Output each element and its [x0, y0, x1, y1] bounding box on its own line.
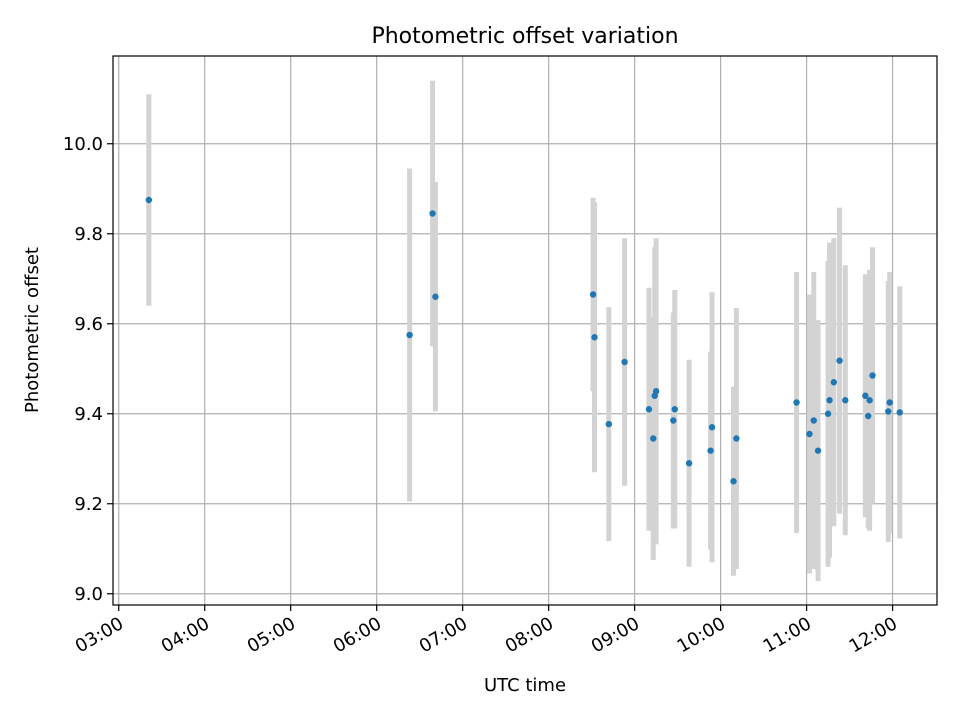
y-tick-label: 9.8 — [74, 224, 103, 245]
data-point — [429, 210, 436, 217]
data-point — [730, 478, 737, 485]
data-point — [685, 460, 693, 467]
data-point — [896, 409, 903, 416]
data-point — [842, 397, 849, 404]
data-point — [810, 417, 817, 424]
data-point — [591, 334, 598, 341]
data-point — [621, 358, 628, 366]
data-point — [824, 410, 832, 417]
y-axis-label: Photometric offset — [22, 247, 43, 413]
data-point — [589, 291, 597, 298]
data-point — [885, 408, 892, 415]
data-point — [605, 420, 613, 428]
data-point — [708, 424, 716, 431]
data-point — [406, 331, 413, 339]
y-tick-label: 9.4 — [74, 404, 103, 425]
x-axis-label: UTC time — [484, 675, 566, 696]
data-point — [869, 372, 876, 379]
data-point — [886, 399, 893, 406]
plot-frame — [112, 55, 938, 606]
grid — [113, 56, 937, 605]
y-tick-label: 9.2 — [74, 494, 103, 515]
data-point — [830, 379, 838, 386]
data-point — [645, 406, 653, 413]
y-tick-label: 10.0 — [63, 134, 103, 155]
data-point — [814, 447, 822, 454]
chart-title: Photometric offset variation — [371, 24, 678, 49]
data-point — [862, 392, 869, 399]
data-point — [836, 357, 843, 364]
data-point — [793, 399, 800, 406]
data-point — [652, 388, 660, 395]
data-point — [650, 435, 657, 442]
data-point — [707, 447, 714, 454]
y-tick-label: 9.0 — [74, 584, 103, 605]
data-points — [145, 196, 903, 485]
data-point — [671, 406, 678, 413]
data-point — [670, 417, 677, 424]
data-point — [826, 397, 833, 404]
data-point — [733, 435, 740, 442]
data-point — [432, 293, 439, 300]
data-point — [806, 430, 813, 438]
data-point — [865, 412, 872, 420]
data-point — [866, 397, 873, 404]
data-point — [145, 196, 153, 204]
y-tick-label: 9.6 — [74, 314, 103, 335]
